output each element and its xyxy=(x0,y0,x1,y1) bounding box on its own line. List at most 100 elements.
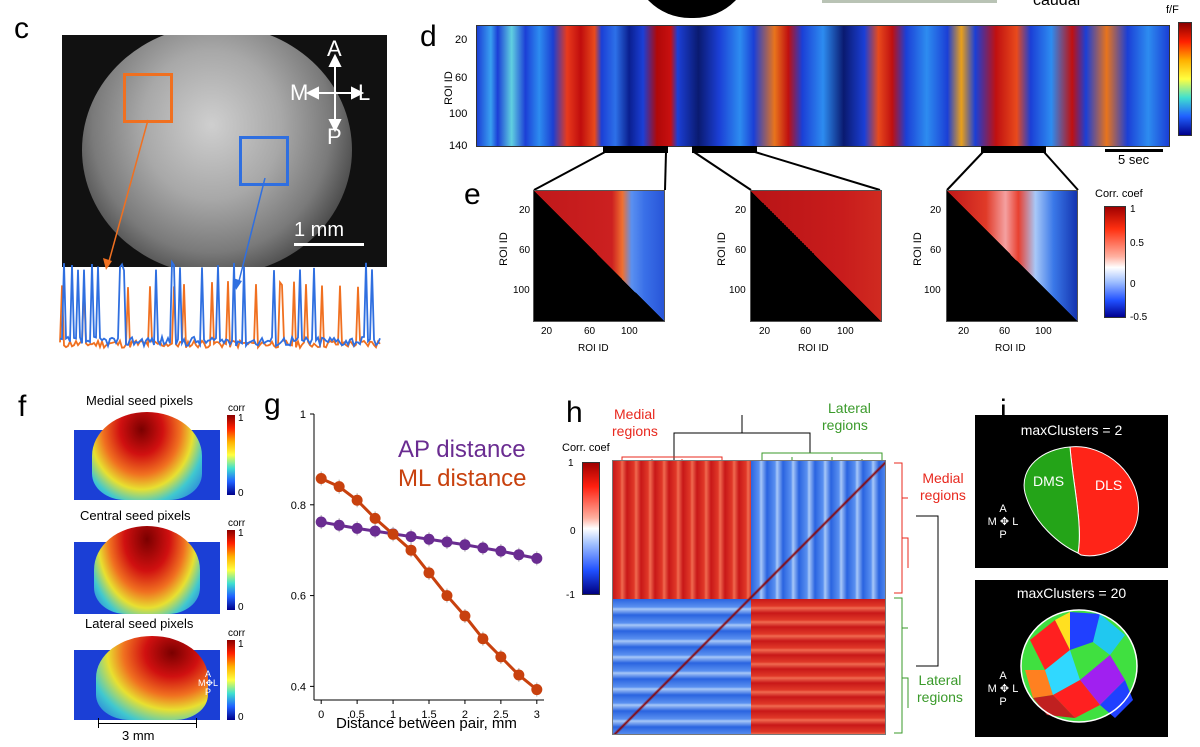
data-point-ml xyxy=(423,567,435,579)
panel-c-compass-l: L xyxy=(358,80,371,105)
panel-g-series xyxy=(315,471,543,697)
panel-f-cb1-label: corr xyxy=(228,403,246,414)
segment-bar-3 xyxy=(981,146,1046,153)
panel-e-label: e xyxy=(464,178,481,211)
panel-h-colorbar-tick-0: 0 xyxy=(570,526,576,537)
panel-e-colorbar-tick-0: 0 xyxy=(1130,279,1136,290)
data-point-ml xyxy=(333,481,345,493)
segment-bar-1 xyxy=(603,146,668,153)
panel-f-cb1-tick-0: 0 xyxy=(238,488,244,499)
data-point-ap xyxy=(351,522,363,534)
panel-h-medial-line2: regions xyxy=(612,423,658,439)
panel-d-ytick-60: 60 xyxy=(455,72,468,84)
panel-i-map-20-shape xyxy=(1020,609,1138,723)
panel-e2-xtick-20: 20 xyxy=(759,326,771,337)
data-point-ap xyxy=(423,533,435,545)
panel-e2-xtick-60: 60 xyxy=(800,326,812,337)
panel-e-colorbar-tick-05: 0.5 xyxy=(1130,238,1144,249)
panel-h-top-dendrogram xyxy=(621,415,883,463)
zoom-line-1b xyxy=(664,151,667,191)
data-point-ml xyxy=(405,544,417,556)
x-tick-label: 3 xyxy=(534,709,540,721)
data-point-ap xyxy=(459,539,471,551)
panel-i-map-2-clusters: maxClusters = 2 DMS DLS A M ✥ L P xyxy=(975,415,1168,568)
top-image-fragment xyxy=(822,0,997,3)
panel-i-compass-1: A M ✥ L P xyxy=(985,503,1021,542)
panel-i-title-1: maxClusters = 2 xyxy=(1020,422,1123,438)
panel-c-compass-a: A xyxy=(327,36,342,61)
panel-e2-ytick-100: 100 xyxy=(729,285,746,296)
y-tick-label: 0.4 xyxy=(291,681,306,693)
data-point-ap xyxy=(315,516,327,528)
panel-h-right-lateral-label: Lateral regions xyxy=(917,672,963,706)
y-tick-label: 0.6 xyxy=(291,591,306,603)
data-point-ml xyxy=(351,494,363,506)
panel-e1-ytick-60: 60 xyxy=(519,245,531,256)
y-tick-label: 0.8 xyxy=(291,500,306,512)
panel-d-segment-bars xyxy=(533,146,1079,191)
panel-e1-xtick-20: 20 xyxy=(541,326,553,337)
orange-pointer-arrow xyxy=(107,119,149,266)
data-point-ap xyxy=(531,552,543,564)
data-point-ml xyxy=(387,528,399,540)
panel-e-colorbar-tick-1: 1 xyxy=(1130,204,1136,215)
panel-f-cb2-tick-1: 1 xyxy=(238,528,244,539)
data-point-ap xyxy=(513,549,525,561)
panel-h-lateral-line1: Lateral xyxy=(828,400,871,416)
legend-ap-distance: AP distance xyxy=(398,436,526,463)
data-point-ml xyxy=(477,633,489,645)
zoom-line-2a xyxy=(693,151,752,191)
panel-e3-xtick-100: 100 xyxy=(1035,326,1052,337)
panel-f-scalebar-tick-left xyxy=(98,718,99,728)
data-point-ap xyxy=(495,545,507,557)
panel-h-right-lateral-line2: regions xyxy=(917,689,963,705)
panel-e3-ytick-20: 20 xyxy=(930,205,942,216)
blue-fluorescence-trace xyxy=(59,259,381,349)
panel-f-title-lateral: Lateral seed pixels xyxy=(85,616,194,631)
panel-i-compass-2-p: P xyxy=(999,696,1007,708)
panel-f-cb3-label: corr xyxy=(228,628,246,639)
zoom-line-3b xyxy=(1043,151,1079,191)
panel-h-lateral-label: Lateral regions xyxy=(822,400,871,434)
panel-h-medial-label: Medial regions xyxy=(612,406,658,440)
scalebar-line xyxy=(294,243,364,246)
panel-e3-ytick-60: 60 xyxy=(930,245,942,256)
panel-h-colorbar-title: Corr. coef xyxy=(562,442,610,454)
data-point-ml xyxy=(513,669,525,681)
panel-f-label: f xyxy=(18,390,27,423)
panel-h-colorbar xyxy=(582,462,600,595)
panel-c-compass-p: P xyxy=(327,124,342,149)
data-point-ml xyxy=(369,512,381,524)
panel-h-label: h xyxy=(566,396,583,429)
y-tick-label: 1 xyxy=(300,409,306,421)
dms-region xyxy=(1023,446,1080,554)
orange-arrowhead xyxy=(103,258,112,270)
panel-e1-ylabel: ROI ID xyxy=(497,232,510,266)
panel-e1-xlabel: ROI ID xyxy=(578,343,609,354)
panel-i-dms-label: DMS xyxy=(1033,473,1065,489)
panel-e2-xtick-100: 100 xyxy=(837,326,854,337)
panel-f-title-central: Central seed pixels xyxy=(80,508,191,523)
blue-pointer-arrow xyxy=(237,177,266,286)
data-point-ap xyxy=(369,525,381,537)
panel-e3-xlabel: ROI ID xyxy=(995,343,1026,354)
panel-e1-xtick-60: 60 xyxy=(584,326,596,337)
panel-f-surface-central xyxy=(74,526,220,614)
panel-e1-matrix xyxy=(533,190,665,322)
panel-i-compass-1-a: A xyxy=(999,503,1007,515)
data-point-ap xyxy=(333,519,345,531)
panel-e-colorbar-tick-neg05: -0.5 xyxy=(1130,312,1148,323)
panel-d-ytick-100: 100 xyxy=(449,108,468,120)
panel-d-colorbar-label: f/F xyxy=(1166,4,1179,16)
panel-d-ytick-140: 140 xyxy=(449,140,468,152)
panel-f-colorbar-3 xyxy=(227,640,235,720)
panel-e2-ytick-60: 60 xyxy=(735,245,747,256)
panel-c-microscope-image: 1 mm xyxy=(62,35,387,267)
panel-i-title-2: maxClusters = 20 xyxy=(1016,585,1127,601)
panel-e1-ytick-20: 20 xyxy=(519,205,531,216)
panel-i-compass-2-ml: M ✥ L xyxy=(987,683,1019,695)
legend-ml-distance: ML distance xyxy=(398,465,527,492)
panel-h-right-medial-line2: regions xyxy=(920,487,966,503)
x-tick-label: 1.5 xyxy=(421,709,436,721)
x-tick-label: 1 xyxy=(390,709,396,721)
